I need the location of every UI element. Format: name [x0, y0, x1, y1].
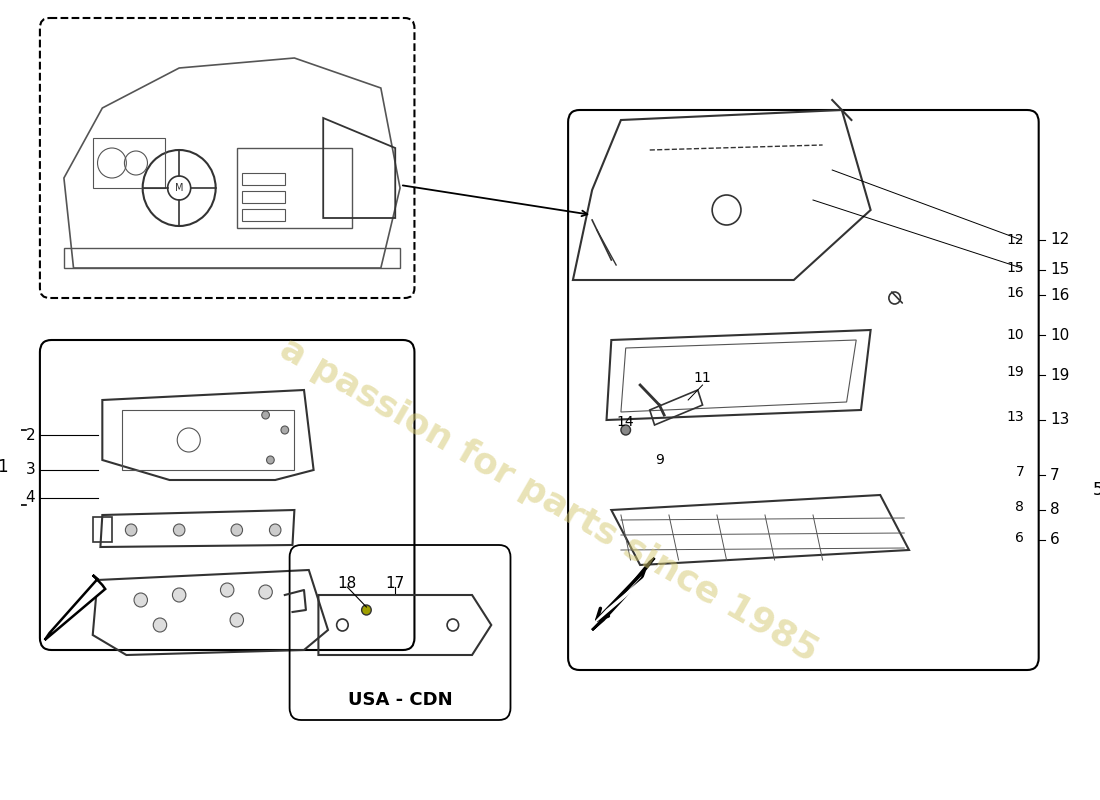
Text: 6: 6 [1015, 531, 1024, 545]
Bar [92, 517, 112, 542]
Bar [236, 148, 352, 228]
Text: 16: 16 [1050, 287, 1069, 302]
Circle shape [153, 618, 167, 632]
Text: a passion for parts since 1985: a passion for parts since 1985 [274, 331, 824, 669]
Bar [121, 410, 295, 470]
Text: 13: 13 [1050, 413, 1069, 427]
Bar [242, 191, 285, 203]
Text: 16: 16 [1006, 286, 1024, 300]
Circle shape [134, 593, 147, 607]
Text: 15: 15 [1050, 262, 1069, 278]
Circle shape [220, 583, 234, 597]
Text: 13: 13 [1006, 410, 1024, 424]
Circle shape [173, 588, 186, 602]
Polygon shape [592, 558, 654, 630]
Text: 12: 12 [1006, 233, 1024, 247]
Text: 15: 15 [1006, 261, 1024, 275]
Circle shape [125, 524, 136, 536]
Text: 10: 10 [1050, 327, 1069, 342]
Circle shape [266, 456, 274, 464]
Text: 2: 2 [25, 427, 35, 442]
Text: 12: 12 [1050, 233, 1069, 247]
Bar [92, 138, 165, 188]
Circle shape [280, 426, 288, 434]
Bar [242, 173, 285, 185]
Text: 8: 8 [1015, 500, 1024, 514]
Text: 10: 10 [1006, 328, 1024, 342]
Text: 3: 3 [25, 462, 35, 478]
Text: 11: 11 [694, 371, 712, 385]
Text: 7: 7 [1015, 465, 1024, 479]
Circle shape [230, 613, 243, 627]
Text: 6: 6 [1050, 533, 1060, 547]
Text: 18: 18 [338, 575, 356, 590]
Text: 8: 8 [1050, 502, 1059, 518]
Circle shape [258, 585, 273, 599]
Circle shape [174, 524, 185, 536]
Bar [242, 209, 285, 221]
Polygon shape [45, 575, 106, 640]
Circle shape [270, 524, 280, 536]
Text: 1: 1 [0, 458, 8, 477]
Text: 19: 19 [1006, 365, 1024, 379]
Circle shape [231, 524, 242, 536]
Polygon shape [592, 565, 659, 625]
Circle shape [362, 605, 371, 615]
Text: M: M [175, 183, 184, 193]
Text: 4: 4 [25, 490, 35, 506]
Circle shape [262, 411, 270, 419]
Text: 17: 17 [386, 575, 405, 590]
Circle shape [620, 425, 630, 435]
Text: 14: 14 [617, 415, 635, 429]
Text: 5: 5 [1092, 481, 1100, 499]
Text: 9: 9 [654, 453, 663, 467]
Text: 19: 19 [1050, 367, 1069, 382]
Text: USA - CDN: USA - CDN [348, 691, 452, 709]
Text: 7: 7 [1050, 467, 1059, 482]
